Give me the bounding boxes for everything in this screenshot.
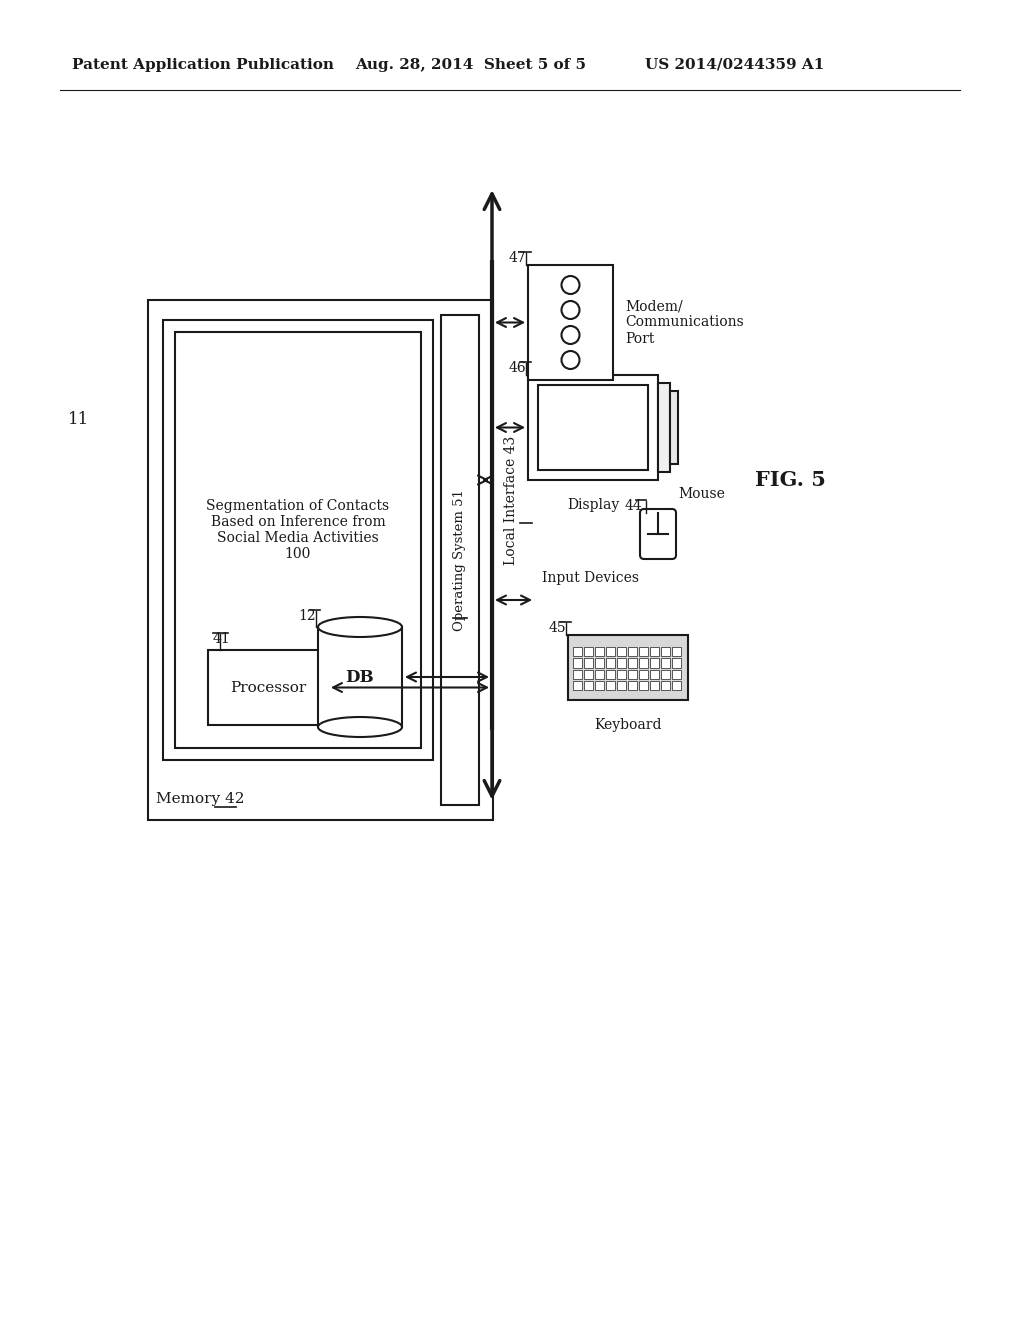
Bar xyxy=(662,659,670,668)
Bar xyxy=(639,647,648,656)
Bar xyxy=(528,375,658,480)
Text: Keyboard: Keyboard xyxy=(594,718,662,733)
Text: 45: 45 xyxy=(549,620,566,635)
Bar xyxy=(573,659,582,668)
Bar xyxy=(595,681,604,690)
Bar xyxy=(606,647,615,656)
Bar xyxy=(584,681,593,690)
Bar xyxy=(639,671,648,680)
Bar xyxy=(606,659,615,668)
Text: 46: 46 xyxy=(508,360,526,375)
Bar xyxy=(595,659,604,668)
Text: 41: 41 xyxy=(213,632,230,645)
Text: Mouse: Mouse xyxy=(678,487,725,502)
Text: Modem/
Communications
Port: Modem/ Communications Port xyxy=(625,300,743,346)
Text: Aug. 28, 2014  Sheet 5 of 5: Aug. 28, 2014 Sheet 5 of 5 xyxy=(355,58,586,73)
Bar xyxy=(573,681,582,690)
Bar xyxy=(658,383,670,473)
Bar xyxy=(538,385,648,470)
Bar xyxy=(662,671,670,680)
Bar xyxy=(639,659,648,668)
Text: 44: 44 xyxy=(625,499,642,513)
Text: US 2014/0244359 A1: US 2014/0244359 A1 xyxy=(645,58,824,73)
Bar xyxy=(662,681,670,690)
Bar xyxy=(595,647,604,656)
Bar xyxy=(628,647,637,656)
Text: Display: Display xyxy=(567,498,620,512)
Bar xyxy=(617,647,626,656)
Bar xyxy=(639,681,648,690)
Bar xyxy=(318,627,402,727)
Bar xyxy=(650,681,659,690)
Text: DB: DB xyxy=(346,668,375,685)
Ellipse shape xyxy=(318,616,402,638)
Bar xyxy=(650,647,659,656)
Bar xyxy=(617,659,626,668)
Bar xyxy=(662,647,670,656)
Text: Input Devices: Input Devices xyxy=(542,572,639,585)
Bar xyxy=(573,671,582,680)
Bar xyxy=(672,671,681,680)
Bar xyxy=(528,265,613,380)
Text: Memory 42: Memory 42 xyxy=(156,792,245,807)
Bar xyxy=(628,671,637,680)
Bar xyxy=(441,315,479,805)
Text: 11: 11 xyxy=(68,412,89,429)
Bar xyxy=(606,681,615,690)
Ellipse shape xyxy=(318,717,402,737)
Text: Processor: Processor xyxy=(229,681,306,694)
Bar xyxy=(650,659,659,668)
FancyBboxPatch shape xyxy=(640,510,676,558)
Bar xyxy=(208,649,328,725)
Bar xyxy=(617,671,626,680)
Bar xyxy=(672,647,681,656)
Text: 47: 47 xyxy=(508,251,526,265)
Bar xyxy=(628,681,637,690)
Text: 12: 12 xyxy=(298,609,316,623)
Text: Operating System 51: Operating System 51 xyxy=(454,490,467,631)
Bar xyxy=(584,647,593,656)
Bar xyxy=(672,681,681,690)
Bar xyxy=(175,333,421,748)
Bar xyxy=(584,671,593,680)
Text: FIG. 5: FIG. 5 xyxy=(755,470,826,490)
Bar xyxy=(672,659,681,668)
Bar xyxy=(617,681,626,690)
Bar xyxy=(670,391,678,465)
Bar xyxy=(606,671,615,680)
Text: Segmentation of Contacts
Based on Inference from
Social Media Activities
100: Segmentation of Contacts Based on Infere… xyxy=(207,499,389,561)
Bar xyxy=(584,659,593,668)
Bar xyxy=(163,319,433,760)
Text: Patent Application Publication: Patent Application Publication xyxy=(72,58,334,73)
Bar xyxy=(650,671,659,680)
Bar xyxy=(573,647,582,656)
Bar xyxy=(595,671,604,680)
Bar xyxy=(628,659,637,668)
Bar xyxy=(568,635,688,700)
Text: Local Interface 43: Local Interface 43 xyxy=(504,436,518,565)
Bar xyxy=(148,300,493,820)
